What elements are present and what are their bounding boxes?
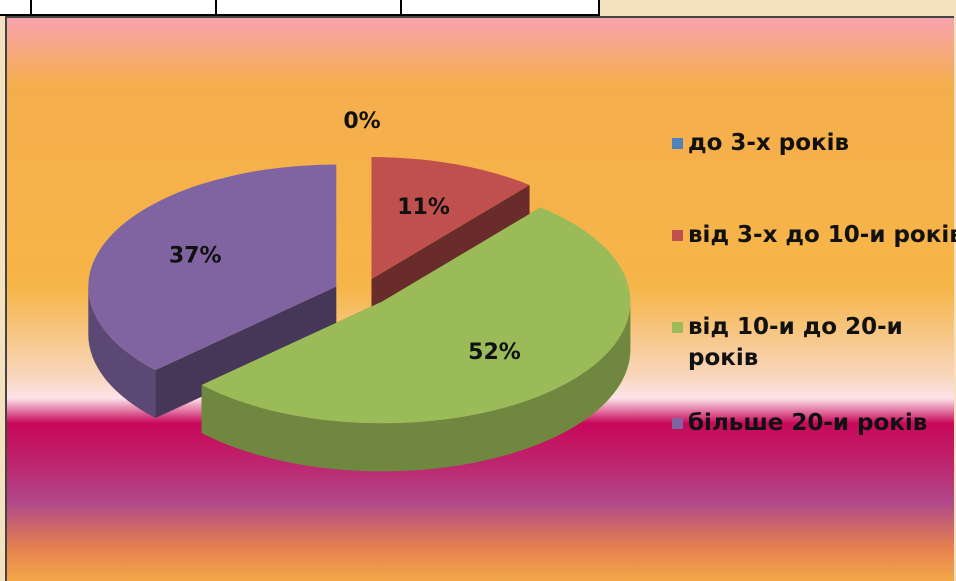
data-label: 37% <box>169 243 222 268</box>
pie-slice <box>371 157 530 280</box>
slice-side <box>201 301 631 472</box>
legend-entry: від 10-и до 20-и років <box>672 312 956 374</box>
legend-entry: до 3-х років <box>672 128 956 159</box>
data-label: 52% <box>468 340 521 365</box>
legend-swatch <box>672 230 683 241</box>
slice-side <box>88 286 156 419</box>
legend-label: від 10-и до 20-и років <box>688 314 903 371</box>
pie-slice-group <box>88 164 337 419</box>
pie-slice <box>201 207 631 424</box>
data-label: 11% <box>397 195 450 220</box>
legend-label: до 3-х років <box>688 130 850 156</box>
legend-swatch <box>672 322 683 333</box>
legend-label: більше 20-и років <box>688 410 928 436</box>
legend-swatch <box>672 418 683 429</box>
legend-entry: від 3-х до 10-и років <box>672 220 956 251</box>
pie-slice-group <box>201 207 631 472</box>
slice-wall <box>155 286 337 419</box>
pie-slice <box>88 164 337 371</box>
data-label: 0% <box>343 109 380 134</box>
legend-swatch <box>672 138 683 149</box>
table-fragment <box>0 0 600 16</box>
legend-entry: більше 20-и років <box>672 408 956 439</box>
legend-label: від 3-х до 10-и років <box>688 222 956 248</box>
